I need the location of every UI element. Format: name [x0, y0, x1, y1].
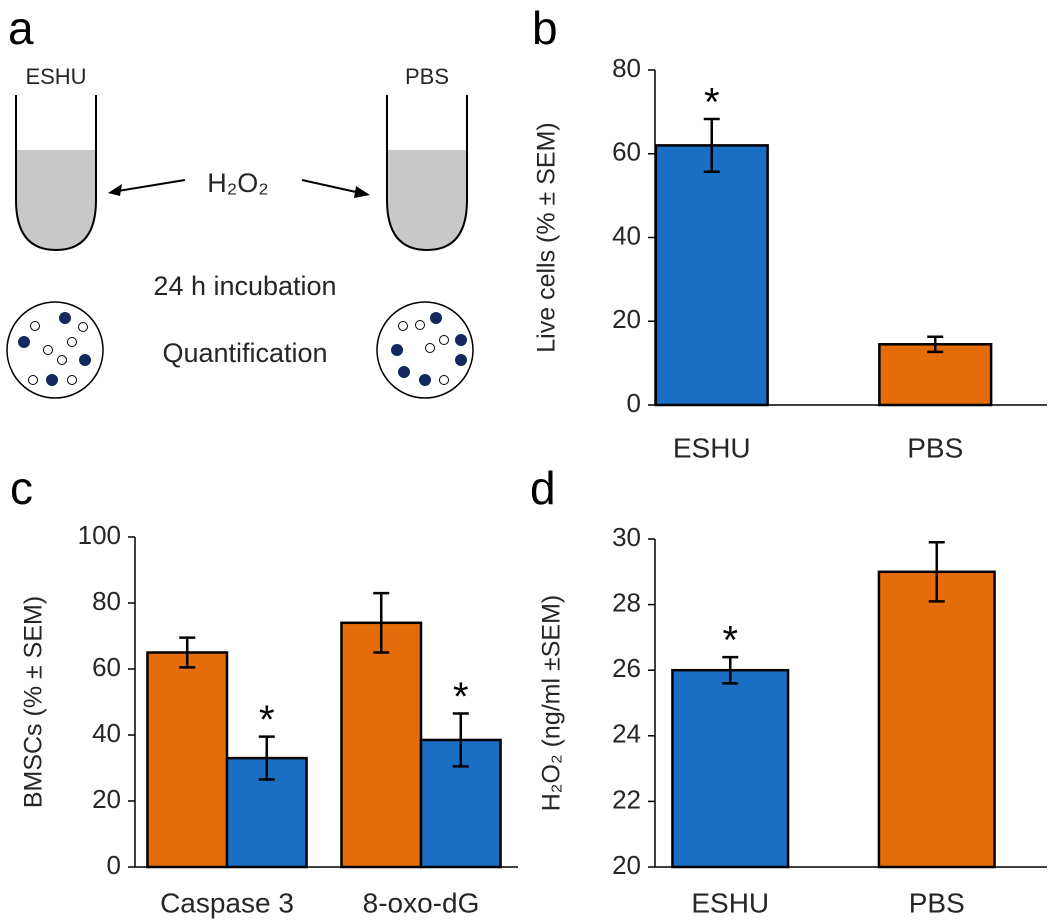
y-tick-label: 24 [612, 719, 641, 749]
error-bar [373, 591, 390, 654]
cells-dead [18, 312, 467, 386]
y-tick-label: 40 [612, 220, 641, 250]
reagent: H₂O₂ [207, 168, 268, 198]
y-tick-label: 60 [92, 652, 121, 682]
arrow [111, 179, 186, 193]
bar [654, 144, 769, 407]
arrow-head [354, 186, 370, 198]
y-axis-label: H₂O₂ (ng/ml ±SEM) [538, 595, 566, 811]
error-bar [703, 117, 720, 174]
panel-label: a [8, 2, 34, 54]
x-tick-label: ESHU [673, 432, 751, 463]
panel-label: c [10, 462, 33, 514]
tube [386, 95, 468, 252]
y-tick-label: 60 [612, 137, 641, 167]
dish [6, 301, 104, 399]
arrow-head [108, 184, 122, 196]
bar [419, 738, 502, 869]
tube-label: PBS [405, 64, 449, 89]
y-tick-label: 22 [612, 784, 641, 814]
y-axis-label: BMSCs (% ± SEM) [20, 596, 48, 808]
error-bar [452, 712, 469, 768]
y-tick-label: 0 [107, 850, 121, 880]
bar [340, 621, 423, 869]
step: 24 h incubation [153, 271, 336, 301]
bar [878, 343, 993, 407]
error-bar [722, 655, 739, 685]
tube [15, 95, 97, 252]
significance-mark: * [722, 619, 738, 663]
x-tick-label: PBS [909, 887, 965, 918]
y-tick-label: 30 [612, 522, 641, 552]
y-tick-label: 80 [92, 586, 121, 616]
error-bar [179, 636, 196, 669]
tube-label: ESHU [25, 64, 86, 89]
tube-liquid [16, 150, 96, 250]
x-tick-label: Caspase 3 [160, 887, 294, 918]
y-tick-label: 20 [612, 850, 641, 880]
significance-mark: * [453, 675, 469, 719]
step: Quantification [162, 338, 327, 368]
cells-live [28, 320, 449, 385]
x-tick-label: 8-oxo-dG [363, 887, 480, 918]
y-axis-label: Live cells (% ± SEM) [533, 122, 561, 352]
tube-liquid [387, 150, 467, 250]
y-tick-label: 0 [627, 388, 641, 418]
dish [376, 301, 474, 399]
bar [671, 668, 790, 869]
y-tick-label: 80 [612, 53, 641, 83]
significance-mark: * [259, 698, 275, 742]
bar [146, 651, 229, 869]
error-bar [927, 335, 944, 354]
panel-a: a ESHU PBS H₂O₂ 24 h incubation Quantifi… [6, 2, 474, 399]
y-tick-label: 28 [612, 587, 641, 617]
error-bar [258, 735, 275, 781]
panel-label: d [530, 462, 556, 514]
x-tick-label: ESHU [691, 887, 769, 918]
y-tick-label: 100 [78, 520, 121, 550]
panel-label: b [532, 2, 558, 54]
y-tick-label: 40 [92, 718, 121, 748]
x-tick-label: PBS [907, 432, 963, 463]
y-tick-label: 20 [612, 304, 641, 334]
y-tick-label: 26 [612, 653, 641, 683]
significance-mark: * [704, 81, 720, 125]
y-tick-label: 20 [92, 784, 121, 814]
arrow [301, 179, 366, 195]
error-bar [928, 541, 945, 603]
bar [877, 570, 996, 869]
